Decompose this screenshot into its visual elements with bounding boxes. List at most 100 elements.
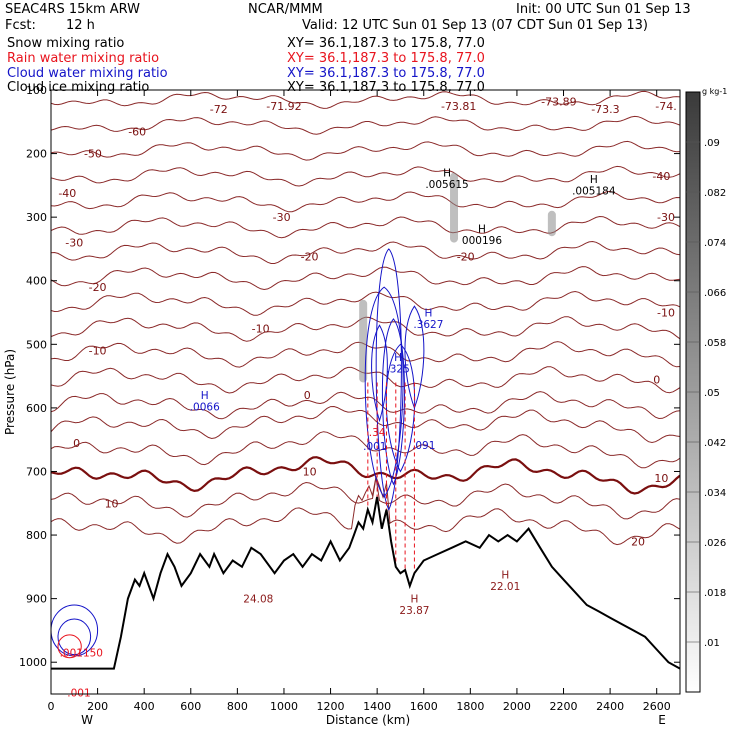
hydrometeor-contours [51, 172, 556, 659]
isotherm-line [51, 266, 680, 291]
extremum-label: .34 [369, 427, 386, 439]
x-tick-label: 1800 [456, 700, 484, 713]
field-snow-xy: XY= 36.1,187.3 to 175.8, 77.0 [287, 36, 485, 51]
terrain-line [51, 496, 680, 670]
x-tick-label: 1600 [410, 700, 438, 713]
init-time: Init: 00 UTC Sun 01 Sep 13 [516, 2, 691, 17]
isotherm-label: -20 [301, 251, 319, 264]
isotherm-label: 0 [653, 373, 660, 386]
x-axis-label: Distance (km) [326, 713, 410, 727]
isotherm-line [51, 190, 680, 213]
isotherm-label: -40 [58, 187, 76, 200]
colorbar-tick-label: .034 [704, 488, 726, 499]
org-title: NCAR/MMM [248, 2, 323, 17]
field-rain-label: Rain water mixing ratio [7, 51, 160, 66]
isotherm-lines [51, 90, 680, 546]
extremum-label: 000196 [462, 235, 502, 247]
field-cloudice-label: Cloud ice mixing ratio [7, 80, 150, 95]
extremum-label: H [590, 174, 598, 186]
x-tick-label: 2000 [503, 700, 531, 713]
extremum-label: H [478, 224, 486, 236]
y-tick-label: 800 [26, 529, 47, 542]
isotherm-label: -10 [89, 345, 107, 358]
isotherm-label: -60 [128, 125, 146, 138]
y-axis-label: Pressure (hPa) [3, 349, 17, 435]
isotherm-label: 10 [105, 497, 119, 510]
isotherm-label: 0 [73, 437, 80, 450]
extremum-label: .3627 [413, 319, 443, 331]
x-tick-label: 1200 [317, 700, 345, 713]
fcst-value: 12 h [66, 18, 95, 33]
field-cloudwater-xy: XY= 36.1,187.3 to 175.8, 77.0 [287, 66, 485, 81]
extremum-label: H [501, 569, 509, 581]
isotherm-label: -73.3 [591, 103, 619, 116]
cloud-water-contour [381, 318, 405, 486]
snow-shading [547, 210, 556, 237]
x-tick-label: 600 [180, 700, 201, 713]
axes: 0 200 400 600 800 1000 1200 1400 1600 1800 2000 220… [19, 84, 680, 713]
isotherm-line [51, 474, 680, 546]
isotherm-line [51, 431, 680, 469]
extremum-label: 24.08 [243, 594, 273, 606]
cloud-water-contour [404, 305, 425, 410]
valid-time: Valid: 12 UTC Sun 01 Sep 13 (07 CDT Sun … [302, 18, 648, 33]
y-tick-label: 300 [26, 211, 47, 224]
x-tick-label: 1400 [363, 700, 391, 713]
cloud-water-contour [375, 248, 402, 511]
extremum-label: H [410, 594, 418, 606]
extremum-label: .005615 [425, 179, 468, 191]
extremum-label: .001150 [60, 648, 103, 660]
field-cloudwater-label: Cloud water mixing ratio [7, 66, 168, 81]
model-title: SEAC4RS 15km ARW [5, 2, 141, 17]
extremum-label: 22.01 [490, 581, 520, 593]
x-tick-label: 400 [134, 700, 155, 713]
isotherm-label: -50 [84, 148, 102, 161]
low-level-contour [51, 604, 99, 657]
colorbar-tick-label: .05 [704, 388, 720, 399]
colorbar-unit: g kg-1 [702, 87, 727, 96]
y-tick-label: 700 [26, 465, 47, 478]
isotherm-label: -30 [65, 237, 83, 250]
extremum-label: .0066 [190, 402, 220, 414]
isotherm-label: -10 [252, 322, 270, 335]
extremum-label: H [201, 390, 209, 402]
y-tick-label: 900 [26, 593, 47, 606]
isotherm-label: 10 [654, 472, 668, 485]
isotherm-line [51, 456, 680, 495]
field-rain-xy: XY= 36.1,187.3 to 175.8, 77.0 [287, 51, 485, 66]
x-tick-label: 200 [87, 700, 108, 713]
extremum-label: .325 [386, 363, 409, 375]
terrain-profile [51, 496, 680, 670]
colorbar-tick-label: .01 [704, 638, 720, 649]
isotherm-label: -30 [273, 211, 291, 224]
cloud-water-contour [385, 343, 416, 473]
snow-shading [359, 299, 368, 383]
isotherm-label: -20 [89, 281, 107, 294]
extremum-label: 23.87 [399, 605, 429, 617]
x-tick-label: 1000 [270, 700, 298, 713]
snow-shading [450, 172, 459, 243]
isotherm-label: -72 [210, 103, 228, 116]
extremum-label: .091 [412, 440, 435, 452]
isotherm-label: 20 [631, 535, 645, 548]
field-cloudice-xy: XY= 36.1,187.3 to 175.8, 77.0 [287, 80, 485, 95]
colorbar-tick-label: .066 [704, 288, 726, 299]
extremum-label: H [443, 168, 451, 180]
colorbar: .01 .018 .026 .034 .042 .05 .058 .066 .074 .082 .0… [685, 87, 727, 693]
extremum-label: H [424, 308, 432, 320]
colorbar-tick-label: .042 [704, 438, 726, 449]
cloud-water-contour [371, 324, 388, 423]
isotherm-label: -73.81 [441, 100, 476, 113]
low-level-contour [57, 634, 82, 659]
x-end-left: W [81, 713, 93, 727]
extremum-label: .005184 [572, 185, 616, 197]
colorbar-tick-label: .082 [704, 188, 726, 199]
isotherm-line [51, 405, 680, 444]
x-tick-label: 2400 [596, 700, 624, 713]
isotherm-label: -74. [655, 100, 676, 113]
plot-frame [50, 89, 681, 695]
y-tick-label: 400 [26, 275, 47, 288]
isotherm-line [51, 290, 680, 316]
isotherm-label: -10 [657, 307, 675, 320]
x-tick-label: 2200 [550, 700, 578, 713]
